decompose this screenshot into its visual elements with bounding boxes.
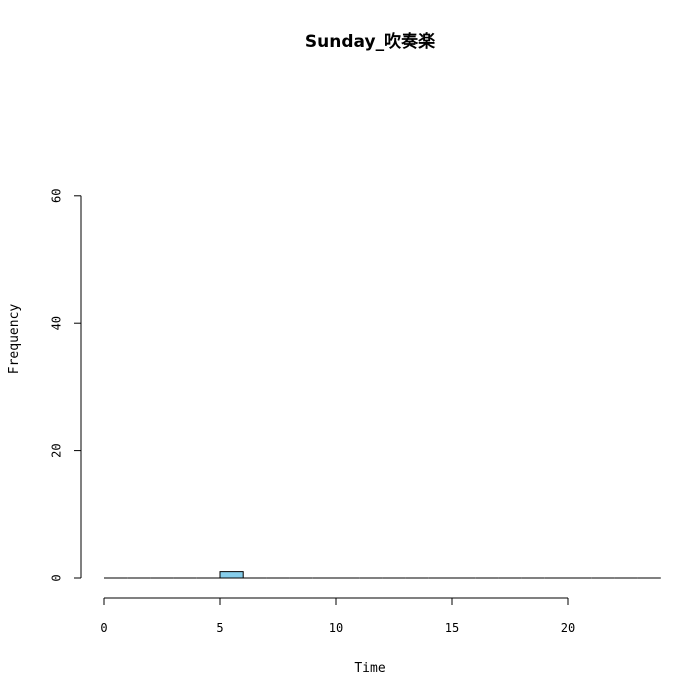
- chart-title: Sunday_吹奏楽: [305, 31, 436, 52]
- x-tick-label: 5: [216, 621, 223, 635]
- y-tick-label: 60: [50, 189, 64, 203]
- histogram-bars: [104, 571, 661, 579]
- y-tick-label: 40: [50, 316, 64, 330]
- x-axis: 0 5 10 15 20: [100, 597, 575, 635]
- y-tick-label: 20: [50, 443, 64, 457]
- x-tick-label: 20: [561, 621, 575, 635]
- y-tick-label: 0: [50, 574, 64, 581]
- x-tick-label: 15: [445, 621, 459, 635]
- x-tick-label: 0: [100, 621, 107, 635]
- histogram-bar: [219, 571, 244, 579]
- y-axis-label: Frequency: [7, 304, 22, 375]
- x-tick-label: 10: [329, 621, 343, 635]
- x-axis-label: Time: [354, 661, 385, 676]
- y-axis: 0 20 40 60: [50, 189, 82, 582]
